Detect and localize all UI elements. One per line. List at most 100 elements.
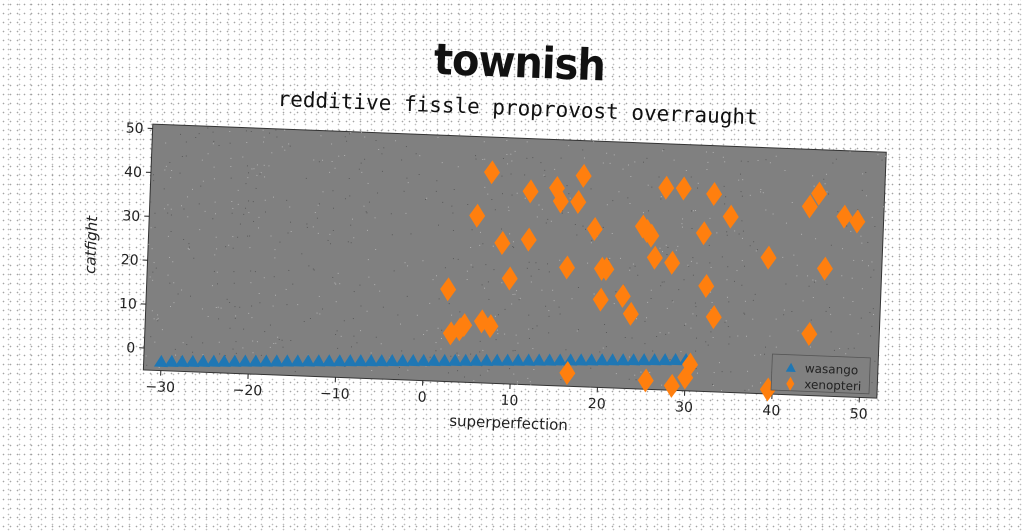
noise-dot bbox=[422, 260, 423, 261]
noise-dot bbox=[253, 221, 254, 222]
noise-dot bbox=[484, 288, 485, 289]
noise-dot bbox=[727, 297, 728, 298]
noise-dot bbox=[230, 166, 231, 167]
noise-dot bbox=[646, 317, 647, 318]
noise-dot bbox=[274, 276, 275, 277]
noise-dot bbox=[173, 302, 174, 303]
noise-dot bbox=[870, 277, 871, 278]
noise-dot bbox=[150, 336, 151, 337]
noise-dot bbox=[858, 333, 859, 334]
noise-dot bbox=[610, 163, 611, 164]
noise-dot bbox=[212, 285, 213, 286]
noise-dot bbox=[313, 159, 314, 160]
noise-dot bbox=[406, 178, 407, 179]
noise-dot bbox=[319, 203, 320, 204]
noise-dot bbox=[175, 355, 176, 356]
noise-dot bbox=[231, 201, 232, 202]
noise-dot bbox=[507, 163, 508, 164]
x-tick-label: 10 bbox=[500, 393, 518, 410]
noise-dot bbox=[831, 331, 832, 332]
noise-dot bbox=[587, 263, 588, 264]
noise-dot bbox=[289, 207, 290, 208]
noise-dot bbox=[397, 314, 398, 315]
noise-dot bbox=[235, 315, 236, 316]
noise-dot bbox=[568, 145, 569, 146]
noise-dot bbox=[792, 202, 793, 203]
noise-dot bbox=[215, 202, 216, 203]
noise-dot bbox=[219, 342, 220, 343]
noise-dot bbox=[202, 342, 203, 343]
noise-dot bbox=[170, 306, 171, 307]
noise-dot bbox=[264, 165, 265, 166]
noise-dot bbox=[510, 154, 511, 155]
noise-dot bbox=[404, 191, 405, 192]
noise-dot bbox=[741, 161, 742, 162]
noise-dot bbox=[258, 227, 259, 228]
noise-dot bbox=[497, 333, 498, 334]
noise-dot bbox=[288, 270, 289, 271]
noise-dot bbox=[724, 161, 725, 162]
noise-dot bbox=[313, 268, 314, 269]
noise-dot bbox=[666, 245, 667, 246]
noise-dot bbox=[367, 230, 368, 231]
noise-dot bbox=[665, 334, 666, 335]
noise-dot bbox=[724, 203, 725, 204]
noise-dot bbox=[162, 329, 163, 330]
noise-dot bbox=[213, 132, 214, 133]
noise-dot bbox=[255, 271, 256, 272]
y-axis-label: catfight bbox=[81, 214, 101, 274]
noise-dot bbox=[612, 233, 613, 234]
noise-dot bbox=[562, 213, 563, 214]
noise-dot bbox=[627, 197, 628, 198]
noise-dot bbox=[480, 232, 481, 233]
noise-dot bbox=[259, 302, 260, 303]
noise-dot bbox=[505, 309, 506, 310]
noise-dot bbox=[606, 332, 607, 333]
noise-dot bbox=[360, 330, 361, 331]
noise-dot bbox=[242, 156, 243, 157]
noise-dot bbox=[247, 165, 248, 166]
noise-dot bbox=[629, 267, 630, 268]
noise-dot bbox=[765, 347, 766, 348]
noise-dot bbox=[512, 246, 513, 247]
noise-dot bbox=[516, 335, 517, 336]
noise-dot bbox=[286, 200, 287, 201]
noise-dot bbox=[368, 277, 369, 278]
noise-dot bbox=[151, 227, 152, 228]
noise-dot bbox=[860, 236, 861, 237]
noise-dot bbox=[479, 351, 480, 352]
noise-dot bbox=[741, 285, 742, 286]
noise-dot bbox=[519, 299, 520, 300]
noise-dot bbox=[852, 278, 853, 279]
noise-dot bbox=[570, 198, 571, 199]
noise-dot bbox=[786, 223, 787, 224]
noise-dot bbox=[793, 255, 794, 256]
noise-dot bbox=[744, 314, 745, 315]
noise-dot bbox=[862, 173, 863, 174]
noise-dot bbox=[513, 294, 514, 295]
noise-dot bbox=[811, 320, 812, 321]
noise-dot bbox=[636, 318, 637, 319]
noise-dot bbox=[264, 137, 265, 138]
noise-dot bbox=[214, 167, 215, 168]
noise-dot bbox=[414, 338, 415, 339]
noise-dot bbox=[763, 192, 764, 193]
noise-dot bbox=[320, 135, 321, 136]
noise-dot bbox=[236, 353, 237, 354]
noise-dot bbox=[599, 351, 600, 352]
noise-dot bbox=[578, 329, 579, 330]
noise-dot bbox=[677, 246, 678, 247]
noise-dot bbox=[814, 282, 815, 283]
noise-dot bbox=[221, 308, 222, 309]
noise-dot bbox=[693, 210, 694, 211]
noise-dot bbox=[670, 359, 671, 360]
noise-dot bbox=[152, 248, 153, 249]
noise-dot bbox=[383, 147, 384, 148]
noise-dot bbox=[873, 308, 874, 309]
noise-dot bbox=[464, 376, 465, 377]
noise-dot bbox=[691, 261, 692, 262]
noise-dot bbox=[245, 208, 246, 209]
noise-dot bbox=[686, 170, 687, 171]
noise-dot bbox=[797, 265, 798, 266]
noise-dot bbox=[705, 341, 706, 342]
